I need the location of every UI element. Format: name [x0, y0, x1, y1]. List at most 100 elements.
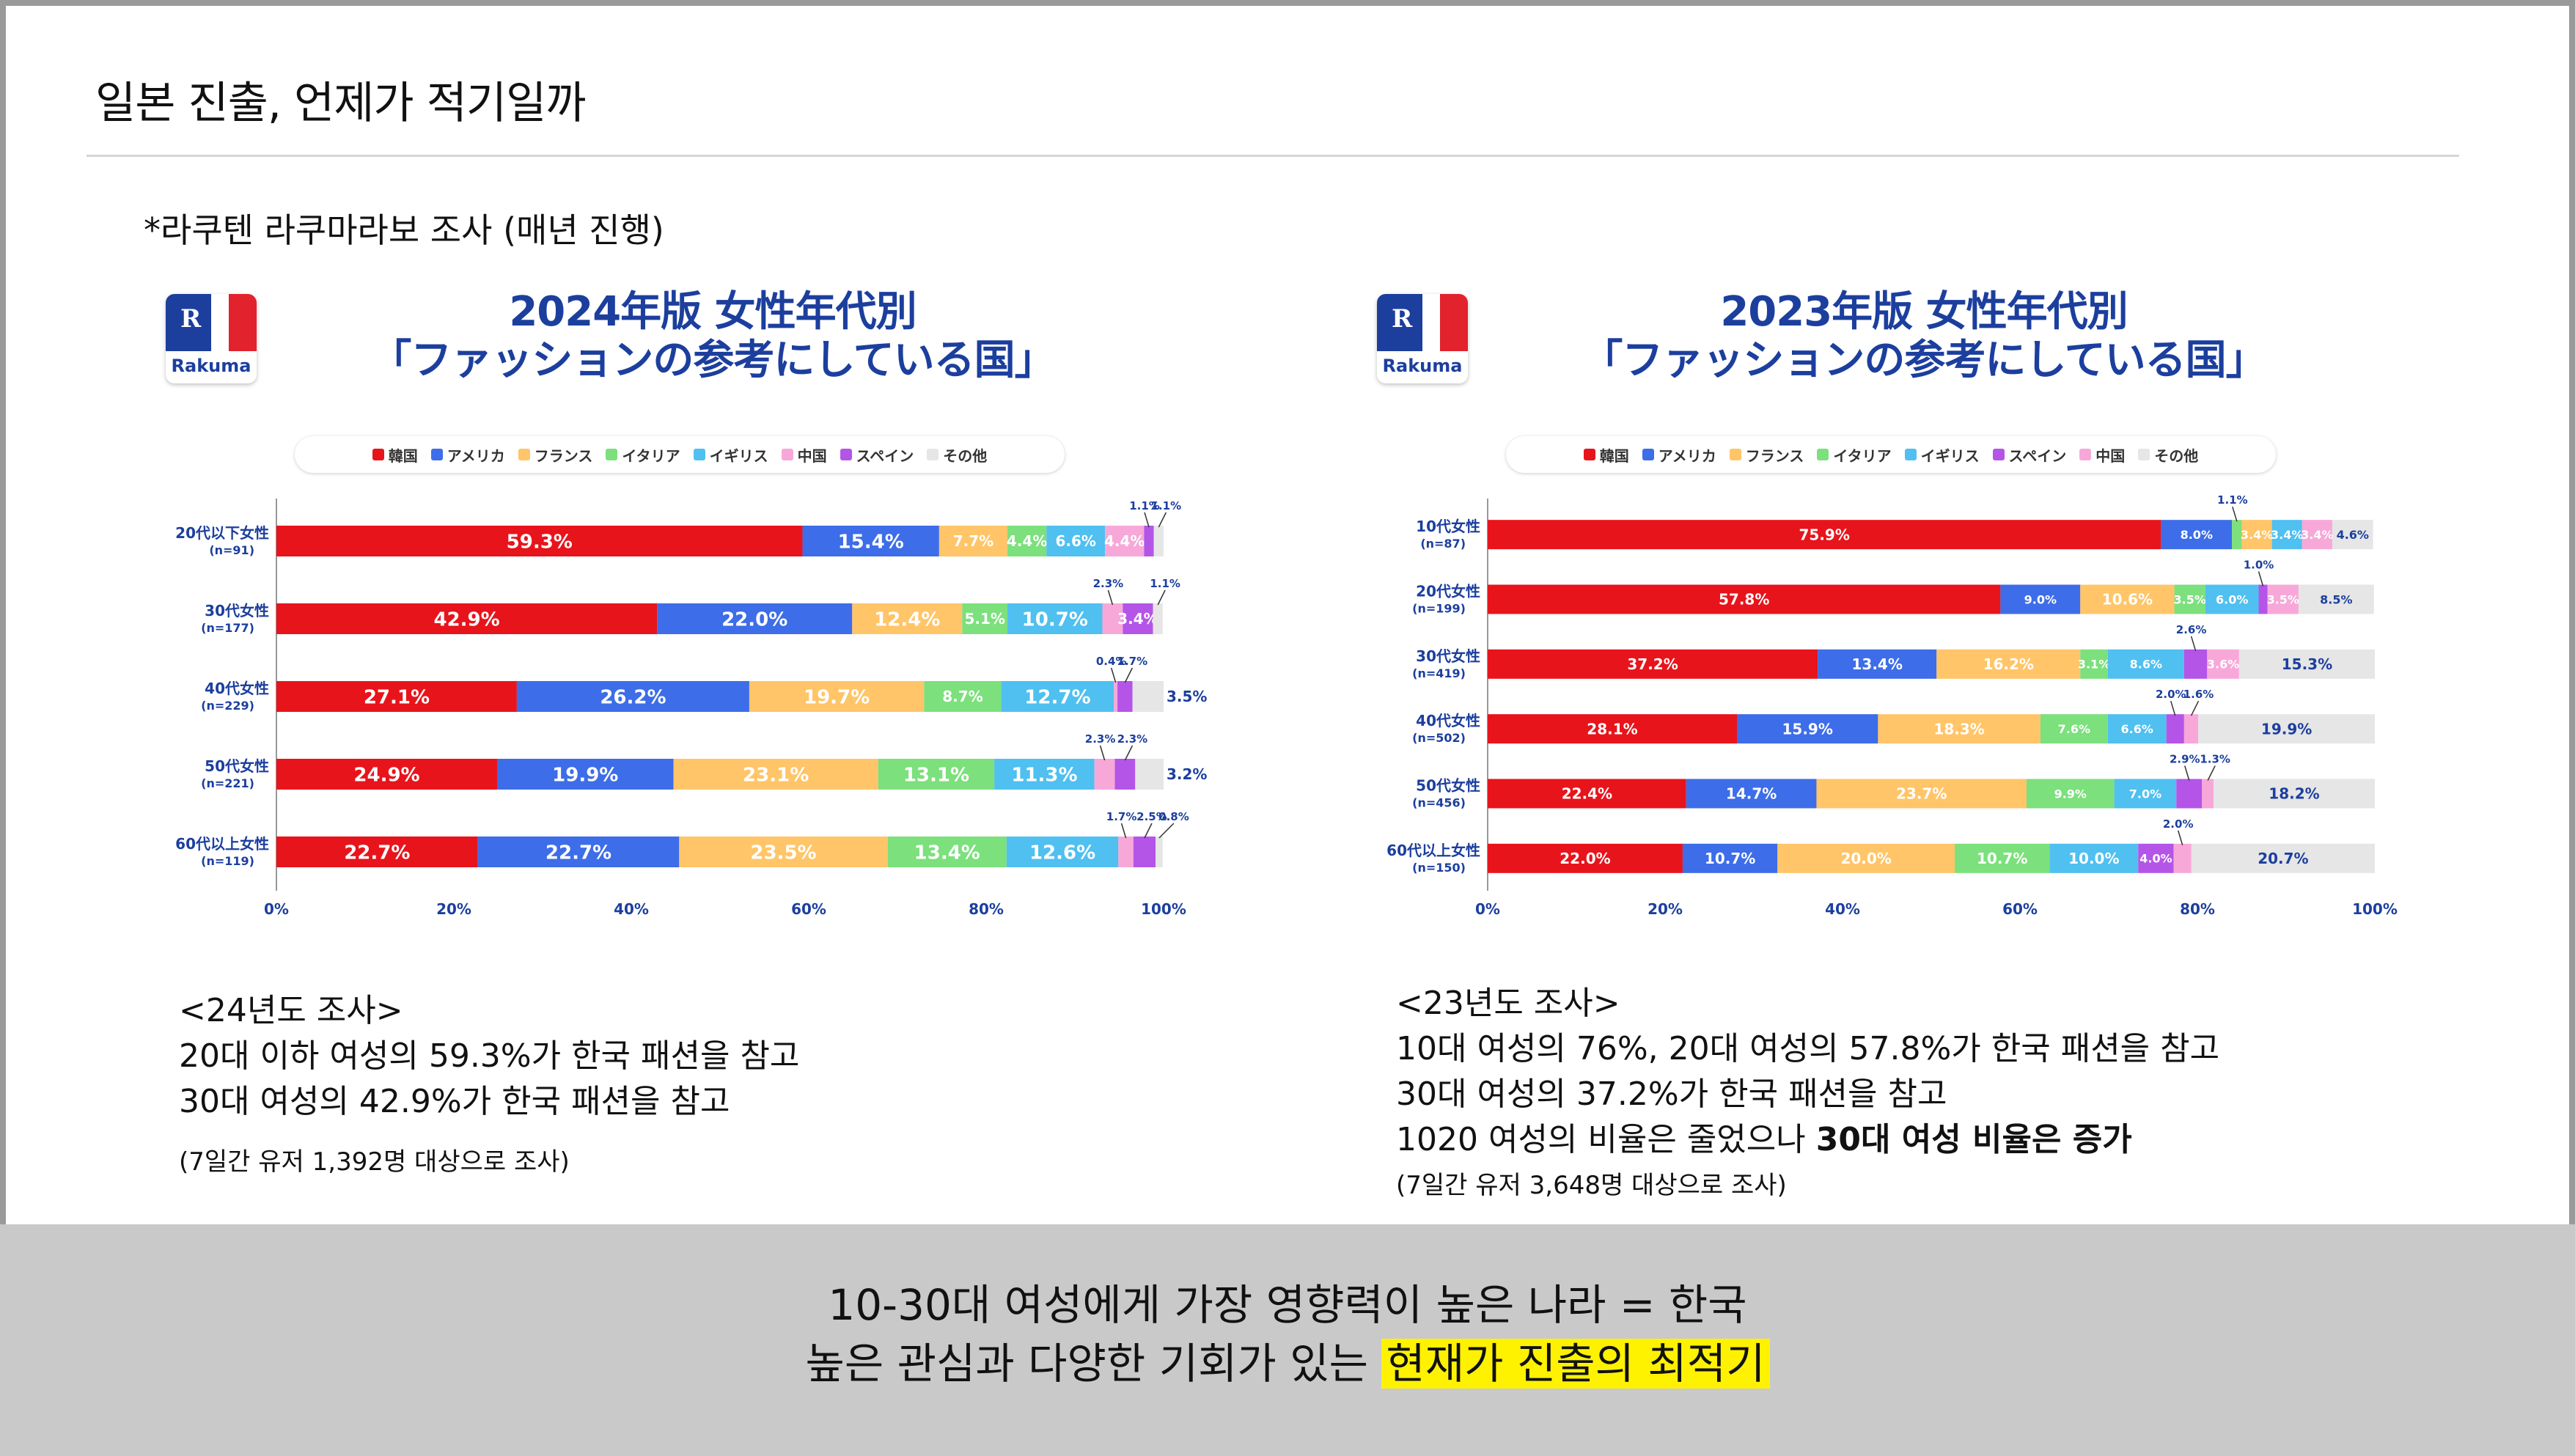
bar-segment: [2183, 649, 2208, 679]
rakuma-r-mark: R: [1392, 304, 1413, 334]
bar-segment: [2191, 843, 2375, 873]
bar-segment: [2107, 714, 2167, 744]
data-label: 4.4%: [1007, 532, 1047, 550]
data-label: 4.0%: [2139, 852, 2172, 866]
legend-swatch: [430, 449, 443, 460]
bar-segment: [1737, 714, 1878, 744]
data-label: 20.0%: [1840, 850, 1891, 867]
data-label: 10.7%: [1705, 850, 1755, 867]
data-label: 3.5%: [2174, 592, 2206, 606]
legend-swatch: [1904, 449, 1917, 460]
data-label: 0.4%: [1096, 655, 1127, 668]
data-label: 59.3%: [507, 531, 573, 553]
data-label: 15.9%: [1782, 720, 1833, 738]
bar-segment: [2271, 520, 2302, 550]
legend-swatch: [781, 449, 793, 460]
x-tick-label: 40%: [1825, 900, 1860, 918]
legend-label: 中国: [797, 446, 827, 465]
bar-segment: [673, 759, 878, 790]
data-label: 6.6%: [2121, 722, 2153, 736]
bar-segment: [924, 681, 1002, 712]
legend-item: スペイン: [840, 444, 914, 466]
bar-segment: [1117, 681, 1133, 712]
category-label: 50代女性: [1416, 777, 1480, 795]
conclusion-line2-plain: 높은 관심과 다양한 기회가 있는: [805, 1339, 1382, 1389]
legend-label: その他: [2154, 446, 2199, 465]
data-label: 1.3%: [2200, 753, 2230, 766]
bar-segment: [276, 526, 803, 556]
bar-segment: [938, 526, 1008, 556]
legend-label: スペイン: [2008, 446, 2067, 465]
category-label: 20代以下女性: [175, 524, 269, 542]
bar-segment: [1006, 837, 1119, 867]
bar-segment: [2040, 714, 2108, 744]
category-label: 60代以上女性: [175, 835, 269, 853]
data-label: 6.0%: [2216, 592, 2248, 606]
data-label: 2.6%: [2176, 623, 2207, 636]
bar-segment: [1488, 779, 1686, 809]
data-label: 12.6%: [1029, 842, 1095, 864]
data-label: 24.9%: [353, 764, 419, 786]
legend-swatch: [518, 449, 530, 460]
data-label: 22.7%: [546, 842, 611, 864]
conclusion-line2: 높은 관심과 다양한 기회가 있는 현재가 진출의 최적기: [0, 1334, 2575, 1393]
callout-line: [2258, 571, 2264, 587]
callout-line: [1107, 589, 1114, 606]
callout-line: [2177, 830, 2183, 846]
data-label: 4.4%: [1104, 532, 1145, 550]
data-label: 19.9%: [2261, 720, 2312, 738]
bar-segment: [2302, 520, 2332, 550]
legend-swatch: [1642, 449, 1654, 460]
summary-2024-line1: 20대 이하 여성의 59.3%가 한국 패션을 참고: [179, 1037, 800, 1075]
category-label: 30代女性: [1416, 647, 1480, 665]
data-label: 22.4%: [1562, 785, 1612, 803]
data-label: 8.6%: [2130, 658, 2162, 672]
bar-segment: [2026, 779, 2115, 809]
bar-segment: [1153, 526, 1164, 556]
data-label: 2.9%: [2170, 753, 2200, 766]
callout-line: [1124, 667, 1134, 683]
data-label: 22.0%: [1560, 850, 1610, 867]
data-label: 2.3%: [1117, 732, 1148, 746]
bar-segment: [2241, 520, 2272, 550]
bar-segment: [2138, 843, 2174, 873]
data-label: 7.6%: [2058, 722, 2090, 736]
data-label: 1.1%: [1129, 499, 1160, 512]
bar-segment: [994, 759, 1095, 790]
bar-segment: [2232, 520, 2242, 550]
bar-segment: [276, 759, 497, 790]
source-note: *라쿠텐 라쿠마라보 조사 (매년 진행): [144, 210, 664, 250]
data-label: 5.1%: [964, 610, 1004, 628]
bar-segment: [1094, 759, 1115, 790]
legend-swatch: [1817, 449, 1829, 460]
bar-segment: [2332, 520, 2373, 550]
bar-segment: [1686, 779, 1817, 809]
summary-2024-line2: 30대 여성의 42.9%가 한국 패션을 참고: [179, 1083, 730, 1120]
rakuma-r-mark: R: [180, 304, 202, 334]
bar-segment: [1114, 681, 1118, 712]
conclusion-line1: 10-30대 여성에게 가장 영향력이 높은 나라 = 한국: [828, 1280, 1747, 1330]
bar-segment: [1001, 681, 1114, 712]
legend-label: アメリカ: [1658, 446, 1716, 465]
category-n-label: (n=91): [209, 543, 254, 557]
data-label: 9.0%: [2024, 592, 2057, 606]
bar-segment: [1777, 843, 1955, 873]
chart-legend-2023: 韓国 アメリカ フランス イタリア イギリス スペイン 中国 その他: [1506, 436, 2276, 473]
bar-segment: [2198, 714, 2375, 744]
data-label: 14.7%: [1726, 785, 1777, 803]
category-label: 20代女性: [1416, 583, 1480, 600]
bar-segment: [1936, 649, 2081, 679]
title-divider: [87, 155, 2459, 157]
category-label: 30代女性: [205, 602, 269, 619]
data-label: 10.6%: [2102, 591, 2153, 608]
data-label: 4.6%: [2337, 528, 2369, 542]
bar-segment: [962, 603, 1008, 634]
bar-segment: [1123, 603, 1153, 634]
stacked-bar-chart-2024: 20代以下女性(n=91) 59.3% 15.4% 7.7% 4.4% 6.6% 4.4% 1…: [175, 499, 1207, 918]
callout-line: [1158, 823, 1175, 839]
data-label: 3.4%: [2301, 528, 2333, 542]
data-label: 2.0%: [2156, 688, 2186, 701]
bar-segment: [2267, 584, 2299, 614]
data-label: 19.7%: [804, 686, 870, 708]
frame-border-left: [0, 0, 6, 1456]
